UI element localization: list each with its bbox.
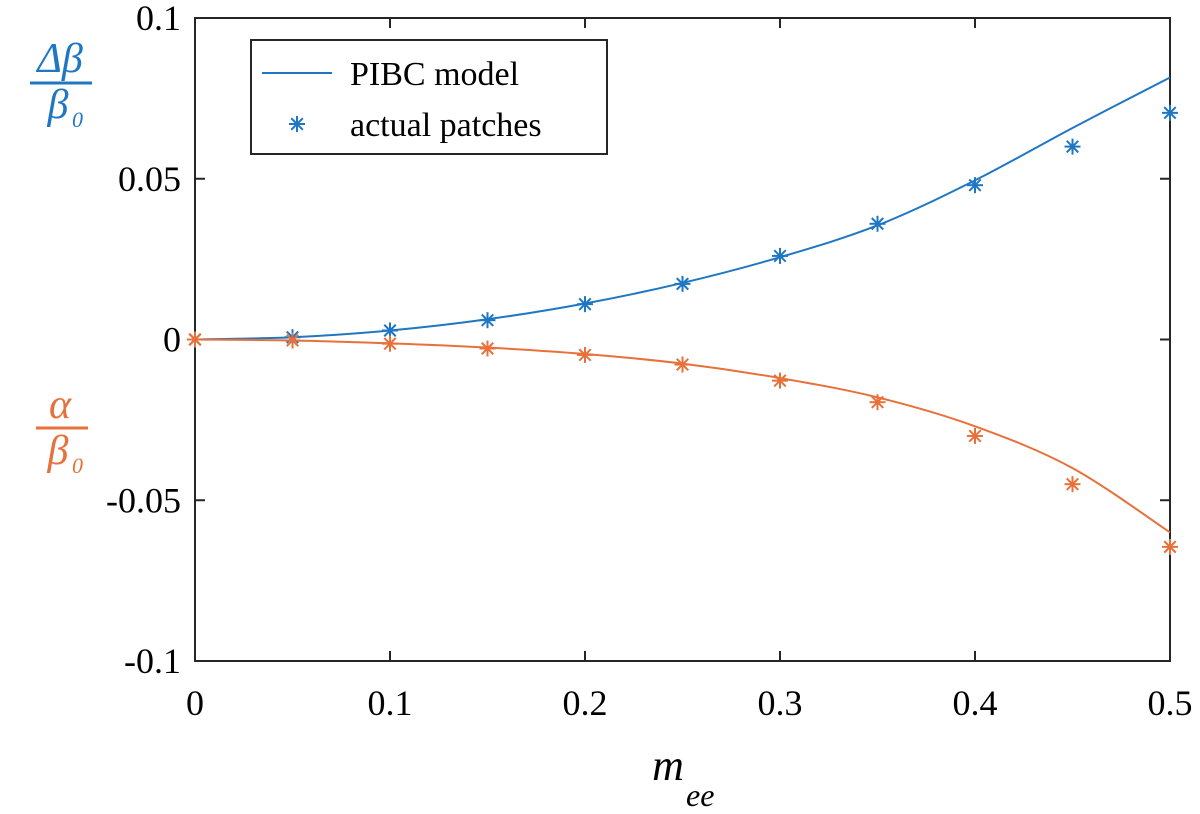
x-label-sub: ee	[686, 777, 714, 813]
legend: PIBC model actual patches	[250, 39, 608, 155]
data-point-3	[967, 427, 983, 444]
data-point-3	[674, 356, 691, 373]
x-tick-label: 0.4	[953, 683, 998, 723]
x-tick-label: 0.5	[1148, 683, 1193, 723]
legend-asterisk	[289, 116, 305, 132]
y-label-top: Δβ β 0	[30, 36, 92, 132]
y-label-bottom-denominator: β	[47, 428, 69, 474]
y-label-top-numerator: Δβ	[35, 36, 83, 82]
data-point-1	[674, 275, 691, 292]
legend-asterisk-marker	[289, 116, 305, 132]
x-label: m ee	[652, 741, 714, 813]
data-point-1	[772, 247, 788, 264]
y-label-bottom-numerator: α	[49, 382, 72, 428]
y-label-bottom-denominator-sub: 0	[72, 453, 83, 478]
data-point-1	[479, 312, 496, 329]
y-tick-label: -0.1	[124, 641, 181, 681]
data-point-1	[869, 215, 886, 232]
data-point-3	[187, 331, 203, 348]
x-tick-label: 0	[186, 683, 204, 723]
data-point-3	[382, 335, 398, 352]
data-point-3	[1064, 476, 1081, 493]
data-point-3	[869, 394, 886, 411]
x-tick-label: 0.2	[563, 683, 608, 723]
x-tick-label: 0.3	[758, 683, 803, 723]
y-label-bottom: α β 0	[36, 382, 88, 478]
data-point-3	[577, 346, 593, 363]
data-point-1	[382, 322, 398, 339]
y-label-top-denominator: β	[47, 82, 69, 128]
data-point-3	[284, 332, 301, 349]
data-point-1	[967, 177, 983, 194]
series-line-0	[194, 76, 1171, 341]
legend-label-actual: actual patches	[350, 107, 542, 144]
data-point-1	[1064, 138, 1081, 155]
y-tick-label: 0.1	[136, 0, 181, 38]
data-point-3	[1162, 538, 1178, 555]
data-point-3	[479, 340, 496, 357]
data-point-1	[1162, 104, 1178, 121]
legend-label-model: PIBC model	[350, 56, 519, 93]
data-point-3	[772, 372, 788, 389]
axis-ticks: 0 0.1 0.2 0.3 0.4 0.5 -0.1 -0.05 0 0.05 0.1	[106, 0, 1193, 723]
y-tick-label: 0.05	[118, 159, 181, 199]
x-label-main: m	[652, 741, 684, 790]
legend-box	[250, 39, 608, 155]
x-tick-label: 0.1	[368, 683, 413, 723]
data-point-1	[577, 296, 593, 313]
y-label-top-denominator-sub: 0	[72, 107, 83, 132]
y-tick-label: 0	[163, 320, 181, 360]
y-tick-label: -0.05	[106, 480, 181, 520]
series-layer	[187, 76, 1178, 555]
